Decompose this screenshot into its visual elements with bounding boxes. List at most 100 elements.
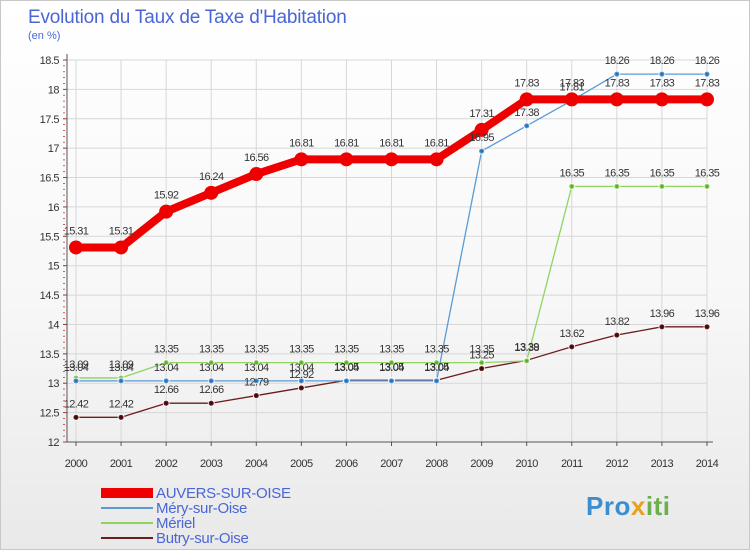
data-label-auvers-sur-oise: 15.92 — [154, 190, 179, 202]
data-label-m-riel: 13.35 — [289, 344, 314, 356]
data-label-auvers-sur-oise: 16.81 — [379, 137, 404, 149]
data-point-core-m-ry-sur-oise — [299, 379, 303, 383]
data-point-core-butry-sur-oise — [615, 333, 619, 337]
logo-part-3: iti — [645, 491, 671, 521]
data-label-butry-sur-oise: 12.42 — [64, 398, 89, 410]
data-label-butry-sur-oise: 13.05 — [334, 361, 359, 373]
data-label-m-riel: 13.09 — [109, 359, 134, 371]
data-label-auvers-sur-oise: 17.83 — [650, 77, 675, 89]
data-point-core-m-ry-sur-oise — [389, 379, 393, 383]
data-point-auvers-sur-oise — [429, 152, 444, 167]
data-label-butry-sur-oise: 13.62 — [560, 328, 585, 340]
proxiti-logo: Proxiti — [586, 491, 670, 522]
legend-swatch — [101, 522, 153, 524]
x-tick-label: 2011 — [561, 458, 583, 470]
data-point-core-butry-sur-oise — [299, 386, 303, 390]
data-point-core-butry-sur-oise — [480, 367, 484, 371]
data-label-m-riel: 13.35 — [379, 344, 404, 356]
data-point-core-m-ry-sur-oise — [615, 72, 619, 76]
data-label-m-riel: 16.35 — [560, 167, 585, 179]
data-label-auvers-sur-oise: 17.31 — [469, 108, 494, 120]
x-tick-label: 2003 — [200, 458, 223, 470]
data-point-auvers-sur-oise — [339, 152, 354, 167]
data-point-core-m-riel — [480, 361, 484, 365]
data-label-m-riel: 13.35 — [469, 344, 494, 356]
legend-label: Butry-sur-Oise — [156, 530, 249, 547]
x-tick-label: 2013 — [651, 458, 674, 470]
data-label-auvers-sur-oise: 17.83 — [605, 77, 630, 89]
data-label-auvers-sur-oise: 16.81 — [289, 137, 314, 149]
data-label-m-ry-sur-oise: 13.04 — [109, 362, 134, 374]
data-point-core-m-riel — [570, 184, 574, 188]
data-point-auvers-sur-oise — [384, 152, 399, 167]
y-tick-label: 15.5 — [40, 231, 60, 243]
x-tick-label: 2010 — [515, 458, 538, 470]
y-tick-label: 15 — [48, 261, 60, 273]
data-label-m-ry-sur-oise: 17.38 — [514, 107, 539, 119]
data-point-core-m-ry-sur-oise — [209, 379, 213, 383]
data-label-butry-sur-oise: 13.96 — [695, 308, 720, 320]
x-tick-label: 2007 — [380, 458, 403, 470]
legend-label: Mériel — [156, 515, 196, 532]
data-point-core-butry-sur-oise — [74, 415, 78, 419]
data-point-core-m-riel — [299, 361, 303, 365]
data-label-m-ry-sur-oise: 16.95 — [469, 132, 494, 144]
x-tick-label: 2001 — [110, 458, 133, 470]
x-tick-label: 2006 — [335, 458, 358, 470]
data-label-m-riel: 13.35 — [244, 344, 269, 356]
logo-part-2: x — [630, 491, 646, 521]
data-point-auvers-sur-oise — [564, 92, 579, 107]
chart-unit: (en %) — [28, 30, 61, 42]
data-label-butry-sur-oise: 13.05 — [379, 361, 404, 373]
data-point-core-m-ry-sur-oise — [705, 72, 709, 76]
y-tick-label: 16 — [48, 202, 60, 214]
data-label-butry-sur-oise: 13.39 — [514, 341, 539, 353]
data-label-auvers-sur-oise: 17.83 — [560, 77, 585, 89]
y-tick-label: 13 — [48, 378, 60, 390]
x-tick-label: 2002 — [155, 458, 178, 470]
x-tick-label: 2004 — [245, 458, 268, 470]
data-label-butry-sur-oise: 13.82 — [605, 316, 630, 328]
data-point-core-m-riel — [344, 361, 348, 365]
legend-swatch — [101, 507, 153, 509]
data-label-butry-sur-oise: 13.05 — [424, 361, 449, 373]
data-point-auvers-sur-oise — [114, 240, 129, 255]
data-point-core-m-riel — [435, 361, 439, 365]
data-label-m-ry-sur-oise: 13.04 — [199, 362, 224, 374]
y-tick-label: 13.5 — [40, 349, 60, 361]
data-point-core-m-ry-sur-oise — [435, 379, 439, 383]
data-label-m-ry-sur-oise: 13.04 — [379, 362, 404, 374]
data-point-core-m-riel — [525, 359, 529, 363]
data-label-butry-sur-oise: 12.92 — [289, 369, 314, 381]
x-tick-label: 2012 — [606, 458, 629, 470]
data-label-m-ry-sur-oise: 18.26 — [650, 55, 675, 67]
data-point-core-m-riel — [615, 184, 619, 188]
y-tick-label: 17 — [48, 143, 60, 155]
data-point-core-butry-sur-oise — [660, 325, 664, 329]
data-point-core-butry-sur-oise — [119, 415, 123, 419]
legend-label: AUVERS-SUR-OISE — [156, 485, 291, 502]
data-label-auvers-sur-oise: 16.56 — [244, 152, 269, 164]
data-point-core-m-riel — [209, 361, 213, 365]
data-point-core-butry-sur-oise — [164, 401, 168, 405]
data-point-core-m-ry-sur-oise — [119, 379, 123, 383]
data-point-core-m-riel — [705, 184, 709, 188]
data-point-core-m-riel — [164, 361, 168, 365]
data-label-m-ry-sur-oise: 13.04 — [64, 362, 89, 374]
data-label-auvers-sur-oise: 17.83 — [695, 77, 720, 89]
x-tick-label: 2005 — [290, 458, 313, 470]
data-label-m-ry-sur-oise: 13.04 — [424, 362, 449, 374]
data-point-auvers-sur-oise — [294, 152, 309, 167]
data-label-m-ry-sur-oise: 18.26 — [695, 55, 720, 67]
data-label-m-riel: 16.35 — [695, 167, 720, 179]
data-point-core-m-ry-sur-oise — [660, 72, 664, 76]
legend-swatch — [101, 488, 153, 498]
data-point-auvers-sur-oise — [654, 92, 669, 107]
data-label-auvers-sur-oise: 16.81 — [424, 137, 449, 149]
y-tick-label: 12.5 — [40, 408, 60, 420]
data-point-core-butry-sur-oise — [705, 325, 709, 329]
data-point-core-m-ry-sur-oise — [74, 379, 78, 383]
data-point-auvers-sur-oise — [519, 92, 534, 107]
y-tick-label: 17.5 — [40, 114, 60, 126]
